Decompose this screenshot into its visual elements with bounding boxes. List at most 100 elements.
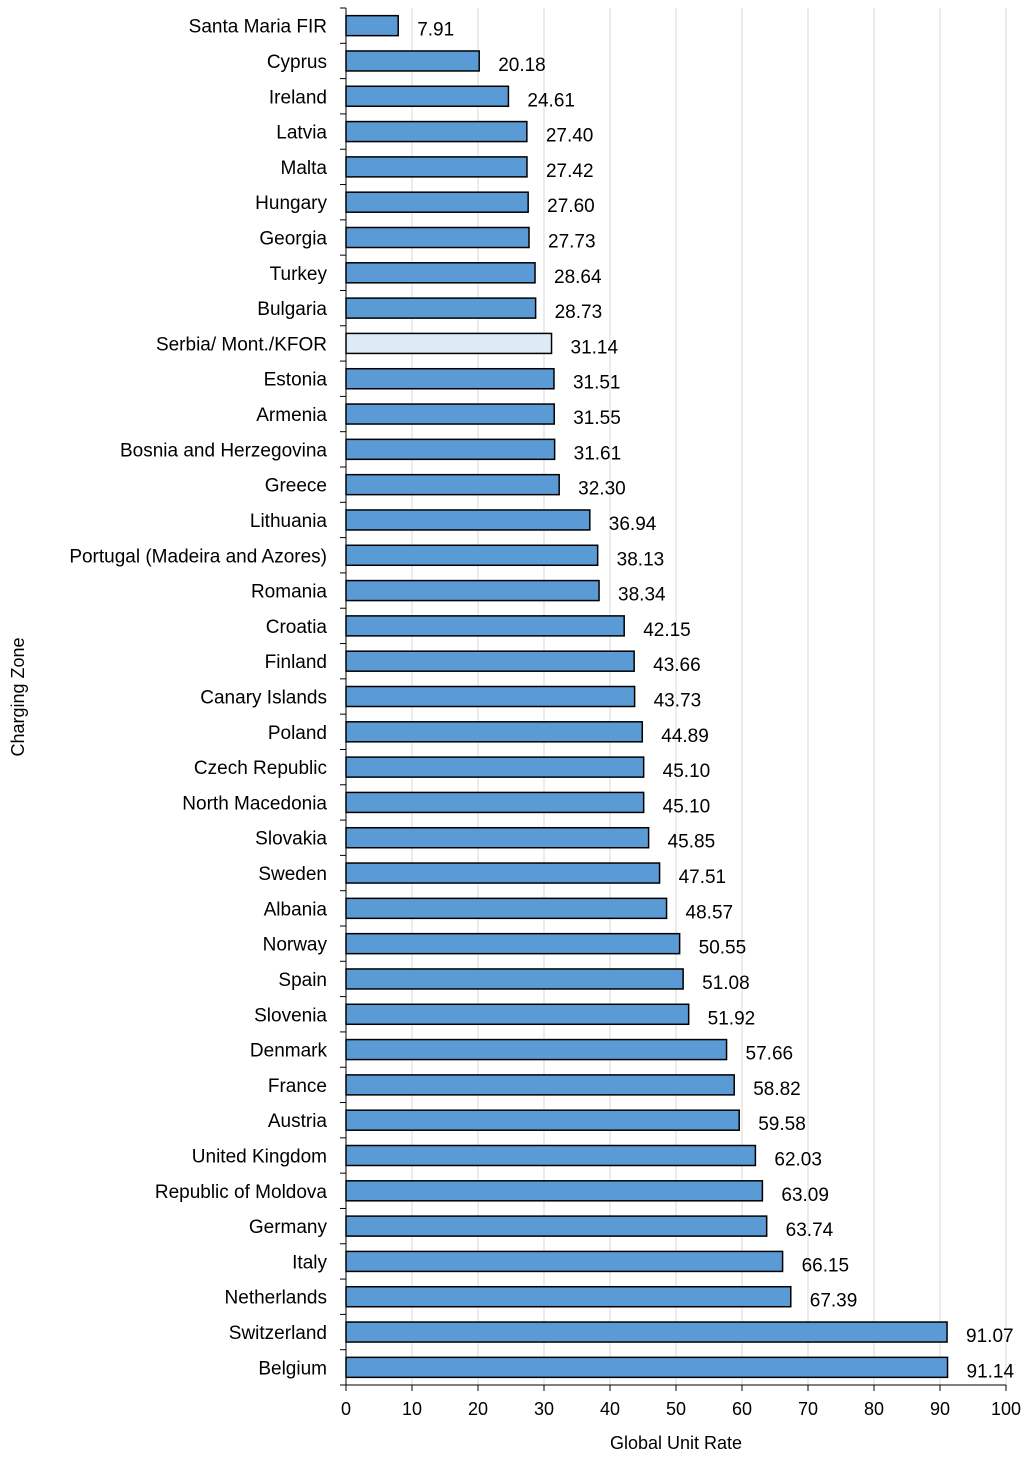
category-label: Cyprus [267, 52, 327, 73]
x-tick-label: 80 [864, 1399, 884, 1419]
bar [345, 579, 600, 602]
category-label: Croatia [266, 617, 328, 638]
bar [345, 1074, 735, 1096]
category-label: Lithuania [250, 511, 328, 532]
bar [345, 297, 537, 319]
value-label: 67.39 [810, 1291, 858, 1312]
value-label: 27.60 [547, 196, 595, 217]
value-label: 43.73 [654, 691, 702, 712]
x-tick-label: 70 [798, 1399, 818, 1419]
value-label: 45.10 [663, 761, 711, 782]
category-label: Bulgaria [257, 299, 327, 320]
axes [340, 7, 1007, 1391]
bar [345, 685, 636, 708]
value-label: 91.07 [966, 1326, 1014, 1347]
value-label: 38.34 [618, 585, 666, 606]
x-tick-label: 30 [534, 1399, 554, 1419]
value-label: 42.15 [643, 620, 691, 641]
value-label: 47.51 [679, 867, 727, 888]
value-label: 50.55 [699, 938, 747, 959]
bar [345, 509, 591, 531]
bar [345, 615, 625, 637]
category-label: Latvia [276, 123, 327, 144]
bar [345, 438, 556, 461]
bar [345, 932, 681, 955]
value-label: 31.14 [571, 337, 619, 358]
category-label: Portugal (Madeira and Azores) [69, 546, 327, 567]
value-label: 45.85 [668, 832, 716, 853]
category-label: France [268, 1076, 327, 1097]
category-label: Ireland [269, 87, 327, 108]
value-label: 51.08 [702, 973, 750, 994]
value-label: 91.14 [967, 1361, 1015, 1382]
value-label: 31.51 [573, 373, 621, 394]
bar [345, 791, 645, 814]
value-label: 58.82 [753, 1079, 801, 1100]
value-label: 51.92 [708, 1008, 756, 1029]
category-label: Slovakia [255, 829, 327, 850]
x-tick-label: 90 [930, 1399, 950, 1419]
category-label: Romania [251, 582, 327, 603]
x-tick-label: 100 [991, 1399, 1021, 1419]
bar [345, 968, 684, 990]
bar [345, 85, 510, 108]
y-axis-title: Charging Zone [8, 637, 28, 756]
value-label: 28.73 [555, 302, 603, 323]
bar [345, 473, 560, 496]
bar [345, 1250, 784, 1273]
bar [345, 191, 529, 213]
value-label: 27.73 [548, 232, 596, 253]
category-label: Sweden [258, 864, 327, 885]
bar [345, 50, 480, 72]
category-label: Georgia [259, 229, 327, 250]
category-label: Slovenia [254, 1005, 327, 1026]
category-label: Greece [265, 476, 327, 497]
bar [345, 367, 555, 390]
x-tick-label: 50 [666, 1399, 686, 1419]
bar [345, 226, 530, 249]
value-label: 27.42 [546, 161, 594, 182]
category-label: Germany [249, 1217, 328, 1238]
category-label: Bosnia and Herzegovina [120, 440, 327, 461]
category-label: Belgium [258, 1358, 327, 1379]
value-label: 63.74 [786, 1220, 834, 1241]
category-label: United Kingdom [192, 1147, 327, 1168]
bar [345, 332, 553, 355]
category-label: Denmark [250, 1041, 328, 1062]
category-label: Czech Republic [194, 758, 327, 779]
labels: 0 10 20 30 40 50 60 70 80 90 100 Santa Maria FIR 7.9… [69, 17, 1021, 1419]
category-label: Switzerland [229, 1323, 327, 1344]
category-label: Italy [292, 1252, 327, 1273]
value-label: 45.10 [663, 796, 711, 817]
bars [345, 14, 949, 1379]
bar [345, 721, 644, 743]
category-label: Finland [265, 652, 327, 673]
bar [345, 1285, 792, 1308]
category-label: Poland [268, 723, 327, 744]
category-label: Malta [281, 158, 328, 179]
bar [345, 1003, 690, 1026]
value-label: 66.15 [802, 1255, 850, 1276]
bar [345, 1321, 948, 1343]
value-label: 28.64 [554, 267, 602, 288]
category-label: Santa Maria FIR [189, 17, 327, 38]
category-label: Norway [263, 935, 328, 956]
x-tick-label: 0 [341, 1399, 351, 1419]
bar [345, 897, 668, 920]
value-label: 59.58 [758, 1114, 806, 1135]
value-label: 48.57 [686, 902, 734, 923]
x-tick-label: 60 [732, 1399, 752, 1419]
category-label: Serbia/ Mont./KFOR [156, 334, 327, 355]
category-label: Estonia [264, 370, 328, 391]
bar [345, 1109, 740, 1131]
value-label: 31.61 [574, 443, 622, 464]
category-label: Hungary [255, 193, 327, 214]
x-axis-title: Global Unit Rate [610, 1433, 742, 1453]
value-label: 57.66 [746, 1044, 794, 1065]
value-label: 44.89 [661, 726, 709, 747]
bar [345, 862, 661, 884]
value-label: 20.18 [498, 55, 546, 76]
bar [345, 756, 645, 778]
category-label: Spain [278, 970, 327, 991]
